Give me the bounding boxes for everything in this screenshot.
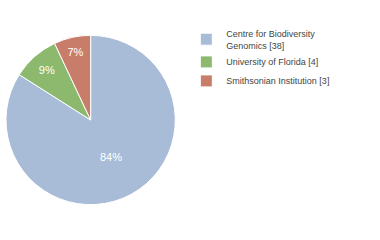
svg-text:9%: 9% xyxy=(39,64,55,76)
svg-text:Centre for BiodiversityGenomic: Centre for BiodiversityGenomics [38] xyxy=(226,29,315,51)
svg-text:Smithsonian Institution [3]: Smithsonian Institution [3] xyxy=(226,76,329,86)
svg-text:7%: 7% xyxy=(67,46,83,58)
svg-text:University of Florida [4]: University of Florida [4] xyxy=(226,57,318,67)
svg-text:84%: 84% xyxy=(100,151,122,163)
